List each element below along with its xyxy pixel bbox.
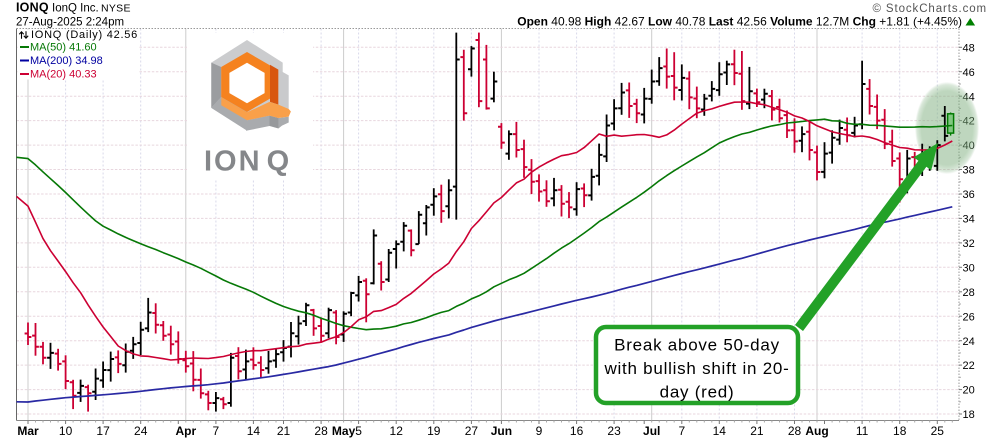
svg-text:36: 36 bbox=[963, 189, 975, 201]
svg-text:23: 23 bbox=[607, 424, 621, 438]
svg-text:25: 25 bbox=[931, 424, 945, 438]
svg-text:24: 24 bbox=[134, 424, 148, 438]
svg-text:IONQ (Daily) 42.56: IONQ (Daily) 42.56 bbox=[31, 29, 138, 41]
svg-text:30: 30 bbox=[963, 262, 975, 274]
svg-text:32: 32 bbox=[963, 238, 975, 250]
svg-text:7: 7 bbox=[678, 424, 685, 438]
svg-text:Jul: Jul bbox=[643, 424, 660, 438]
svg-text:IONQ: IONQ bbox=[16, 1, 49, 15]
svg-text:28: 28 bbox=[788, 424, 802, 438]
svg-text:24: 24 bbox=[963, 336, 975, 348]
svg-text:34: 34 bbox=[963, 214, 975, 226]
svg-text:Aug: Aug bbox=[805, 424, 828, 438]
svg-text:Mar: Mar bbox=[17, 424, 39, 438]
svg-text:11: 11 bbox=[856, 424, 869, 438]
svg-text:21: 21 bbox=[277, 424, 291, 438]
svg-text:7: 7 bbox=[213, 424, 220, 438]
svg-text:IONQ: IONQ bbox=[204, 146, 291, 178]
svg-text:28: 28 bbox=[314, 424, 328, 438]
svg-text:48: 48 bbox=[963, 42, 975, 54]
svg-text:IonQ Inc.: IonQ Inc. bbox=[52, 3, 99, 15]
svg-text:28: 28 bbox=[963, 287, 975, 299]
svg-text:18: 18 bbox=[893, 424, 907, 438]
svg-text:27: 27 bbox=[465, 424, 479, 438]
svg-text:with bullish shift in 20-: with bullish shift in 20- bbox=[603, 359, 789, 378]
svg-text:© StockCharts.com: © StockCharts.com bbox=[872, 3, 987, 15]
svg-text:day (red): day (red) bbox=[660, 383, 735, 402]
svg-text:5: 5 bbox=[355, 424, 362, 438]
svg-text:12: 12 bbox=[390, 424, 404, 438]
svg-text:Open 40.98 High 42.67 Low 40.7: Open 40.98 High 42.67 Low 40.78 Last 42.… bbox=[517, 15, 962, 29]
svg-text:38: 38 bbox=[963, 165, 975, 177]
svg-text:21: 21 bbox=[750, 424, 764, 438]
svg-text:18: 18 bbox=[963, 409, 975, 421]
svg-text:MA(50) 41.60: MA(50) 41.60 bbox=[30, 42, 97, 54]
svg-text:26: 26 bbox=[963, 311, 975, 323]
svg-text:9: 9 bbox=[536, 424, 543, 438]
svg-text:46: 46 bbox=[963, 67, 975, 79]
svg-text:17: 17 bbox=[96, 424, 110, 438]
svg-text:20: 20 bbox=[963, 385, 975, 397]
svg-text:27-Aug-2025 2:24pm: 27-Aug-2025 2:24pm bbox=[16, 17, 124, 29]
svg-text:16: 16 bbox=[570, 424, 584, 438]
svg-text:10: 10 bbox=[59, 424, 73, 438]
svg-text:19: 19 bbox=[427, 424, 441, 438]
svg-text:Jun: Jun bbox=[491, 424, 512, 438]
svg-text:14: 14 bbox=[247, 424, 261, 438]
svg-text:Apr: Apr bbox=[175, 424, 196, 438]
svg-text:MA(200) 34.98: MA(200) 34.98 bbox=[30, 55, 103, 67]
svg-text:22: 22 bbox=[963, 360, 975, 372]
svg-text:NYSE: NYSE bbox=[101, 3, 131, 15]
svg-text:May: May bbox=[332, 424, 356, 438]
svg-text:MA(20) 40.33: MA(20) 40.33 bbox=[30, 69, 97, 81]
svg-text:14: 14 bbox=[713, 424, 727, 438]
svg-text:Break above 50-day: Break above 50-day bbox=[614, 336, 780, 355]
